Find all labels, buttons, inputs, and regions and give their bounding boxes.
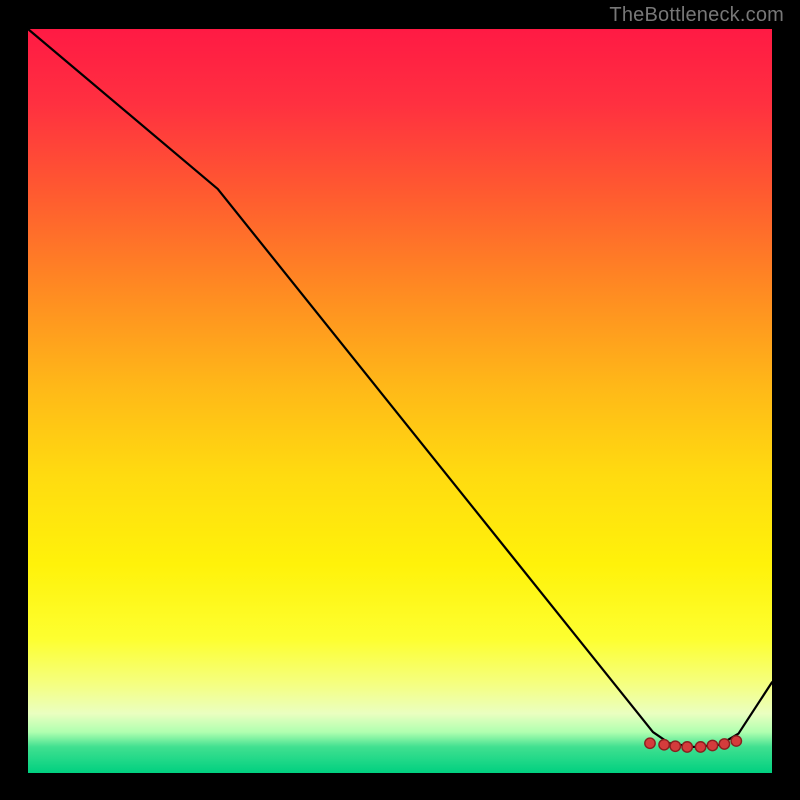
data-marker <box>682 742 692 752</box>
marker-group <box>645 736 742 752</box>
data-marker <box>731 736 741 746</box>
data-marker <box>719 739 729 749</box>
chart-line-layer <box>28 29 772 773</box>
data-line <box>28 29 772 747</box>
watermark-text: TheBottleneck.com <box>609 4 784 27</box>
data-marker <box>659 740 669 750</box>
data-marker <box>670 741 680 751</box>
data-marker <box>695 742 705 752</box>
data-marker <box>707 740 717 750</box>
plot-area <box>28 29 772 773</box>
data-marker <box>645 738 655 748</box>
